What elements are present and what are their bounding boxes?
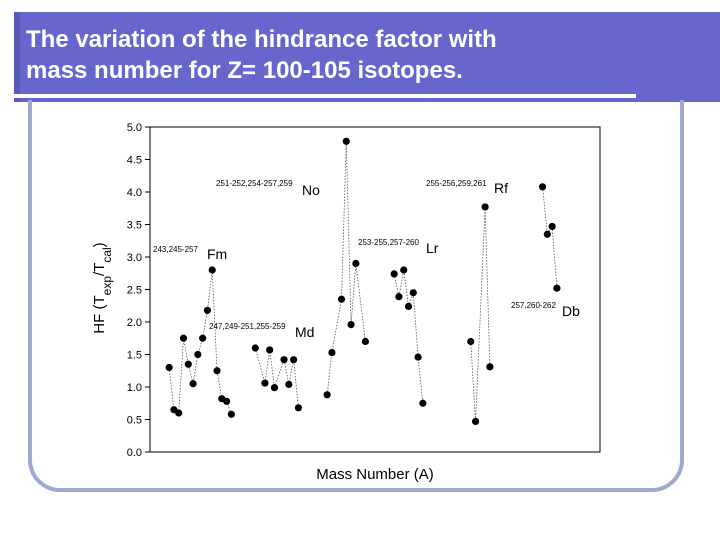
series-line bbox=[326, 141, 366, 395]
series-md: 247,249-251,255-259 Md bbox=[209, 322, 314, 412]
series-label-element: No bbox=[302, 182, 320, 198]
series-label-element: Md bbox=[295, 324, 314, 340]
data-point bbox=[184, 360, 192, 368]
y-tick-label: 3.0 bbox=[127, 252, 142, 264]
data-point bbox=[486, 363, 494, 371]
data-point bbox=[251, 344, 259, 352]
data-point bbox=[481, 203, 489, 211]
series-label-mass-range: 257,260-262 bbox=[511, 301, 556, 310]
data-point bbox=[208, 266, 216, 274]
series-label-mass-range: 251-252,254-257,259 bbox=[216, 179, 293, 188]
title-banner bbox=[14, 12, 720, 102]
data-point bbox=[199, 334, 207, 342]
series-label-element: Rf bbox=[494, 180, 508, 196]
y-tick-label: 5.0 bbox=[127, 122, 142, 134]
data-point bbox=[175, 409, 183, 417]
data-point bbox=[323, 391, 331, 399]
series-line bbox=[470, 206, 491, 422]
series-line bbox=[393, 269, 424, 404]
y-tick-label: 1.0 bbox=[127, 382, 142, 394]
title-banner-edge bbox=[14, 12, 20, 102]
y-axis: 0.0 0.5 1.0 1.5 2.0 2.5 3.0 3.5 4.0 4.5 5.0 bbox=[127, 122, 150, 459]
y-tick-label: 3.5 bbox=[127, 220, 142, 232]
series-label-element: Lr bbox=[426, 240, 439, 256]
x-axis-label: Mass Number (A) bbox=[316, 466, 434, 483]
series-no: 251-252,254-257,259 No bbox=[216, 137, 370, 399]
series-label-mass-range: 247,249-251,255-259 bbox=[209, 322, 286, 331]
y-tick-label: 4.5 bbox=[127, 155, 142, 167]
data-point bbox=[390, 270, 398, 278]
data-point bbox=[280, 356, 288, 364]
data-point bbox=[203, 306, 212, 314]
data-point bbox=[553, 284, 561, 292]
series-fm: 243,245-257 Fm bbox=[153, 245, 235, 418]
data-point bbox=[543, 230, 551, 238]
data-point bbox=[352, 259, 360, 268]
data-point bbox=[395, 293, 403, 301]
y-axis-label-part: /T bbox=[91, 263, 108, 276]
data-point bbox=[328, 348, 336, 357]
data-point bbox=[409, 289, 417, 297]
series-label-element: Fm bbox=[207, 246, 227, 262]
data-point bbox=[270, 384, 279, 392]
data-point bbox=[548, 222, 556, 231]
data-point bbox=[290, 356, 298, 364]
y-tick-label: 2.0 bbox=[127, 317, 142, 329]
content-frame bbox=[28, 100, 684, 492]
series-lr: 253-255,257-260 Lr bbox=[358, 238, 439, 407]
data-point bbox=[467, 337, 475, 346]
data-point bbox=[419, 399, 427, 407]
data-point bbox=[294, 404, 303, 412]
series-label-element: Db bbox=[562, 303, 580, 319]
data-point bbox=[361, 337, 370, 346]
series-label-mass-range: 255-256,259,261 bbox=[426, 179, 487, 188]
data-point bbox=[227, 410, 235, 418]
series-line bbox=[254, 347, 299, 408]
data-point bbox=[404, 302, 413, 310]
data-point bbox=[165, 363, 173, 372]
y-axis-label-sub-cal: cal bbox=[100, 247, 114, 262]
y-axis-label-sub-exp: exp bbox=[100, 276, 114, 296]
y-axis-label: HF (Texp/Tcal) bbox=[91, 242, 114, 333]
data-point bbox=[400, 266, 408, 274]
slide-title-line-2: mass number for Z= 100-105 isotopes. bbox=[26, 57, 463, 84]
data-point bbox=[266, 346, 274, 354]
series-label-mass-range: 253-255,257-260 bbox=[358, 238, 419, 247]
data-point bbox=[347, 321, 355, 329]
data-point bbox=[342, 137, 350, 145]
data-point bbox=[194, 350, 202, 359]
data-point bbox=[538, 183, 547, 191]
data-point bbox=[414, 353, 422, 361]
y-tick-label: 4.0 bbox=[127, 187, 142, 199]
y-tick-label: 1.5 bbox=[127, 350, 142, 362]
series-label-mass-range: 243,245-257 bbox=[153, 245, 198, 254]
plot-area bbox=[149, 126, 601, 453]
data-point bbox=[285, 380, 293, 388]
data-point bbox=[337, 295, 346, 303]
y-tick-label: 2.5 bbox=[127, 285, 142, 297]
y-axis-label-part: HF (T bbox=[91, 295, 108, 333]
data-point bbox=[189, 380, 197, 388]
data-point bbox=[222, 397, 231, 405]
data-point bbox=[179, 334, 188, 342]
title-underline bbox=[14, 94, 636, 98]
series-db: 257,260-262 Db bbox=[511, 183, 580, 319]
series-line bbox=[542, 186, 558, 289]
y-axis-label-part: ) bbox=[91, 242, 108, 247]
data-point bbox=[471, 417, 480, 426]
y-tick-label: 0.0 bbox=[127, 447, 142, 459]
data-point bbox=[213, 367, 221, 375]
series-rf: 255-256,259,261 Rf bbox=[426, 179, 508, 426]
slide-title-line-1: The variation of the hindrance factor wi… bbox=[26, 26, 497, 53]
series-line bbox=[168, 269, 232, 415]
data-point bbox=[261, 379, 269, 387]
slide-title: The variation of the hindrance factor wi… bbox=[26, 24, 666, 86]
y-tick-label: 0.5 bbox=[127, 415, 142, 427]
